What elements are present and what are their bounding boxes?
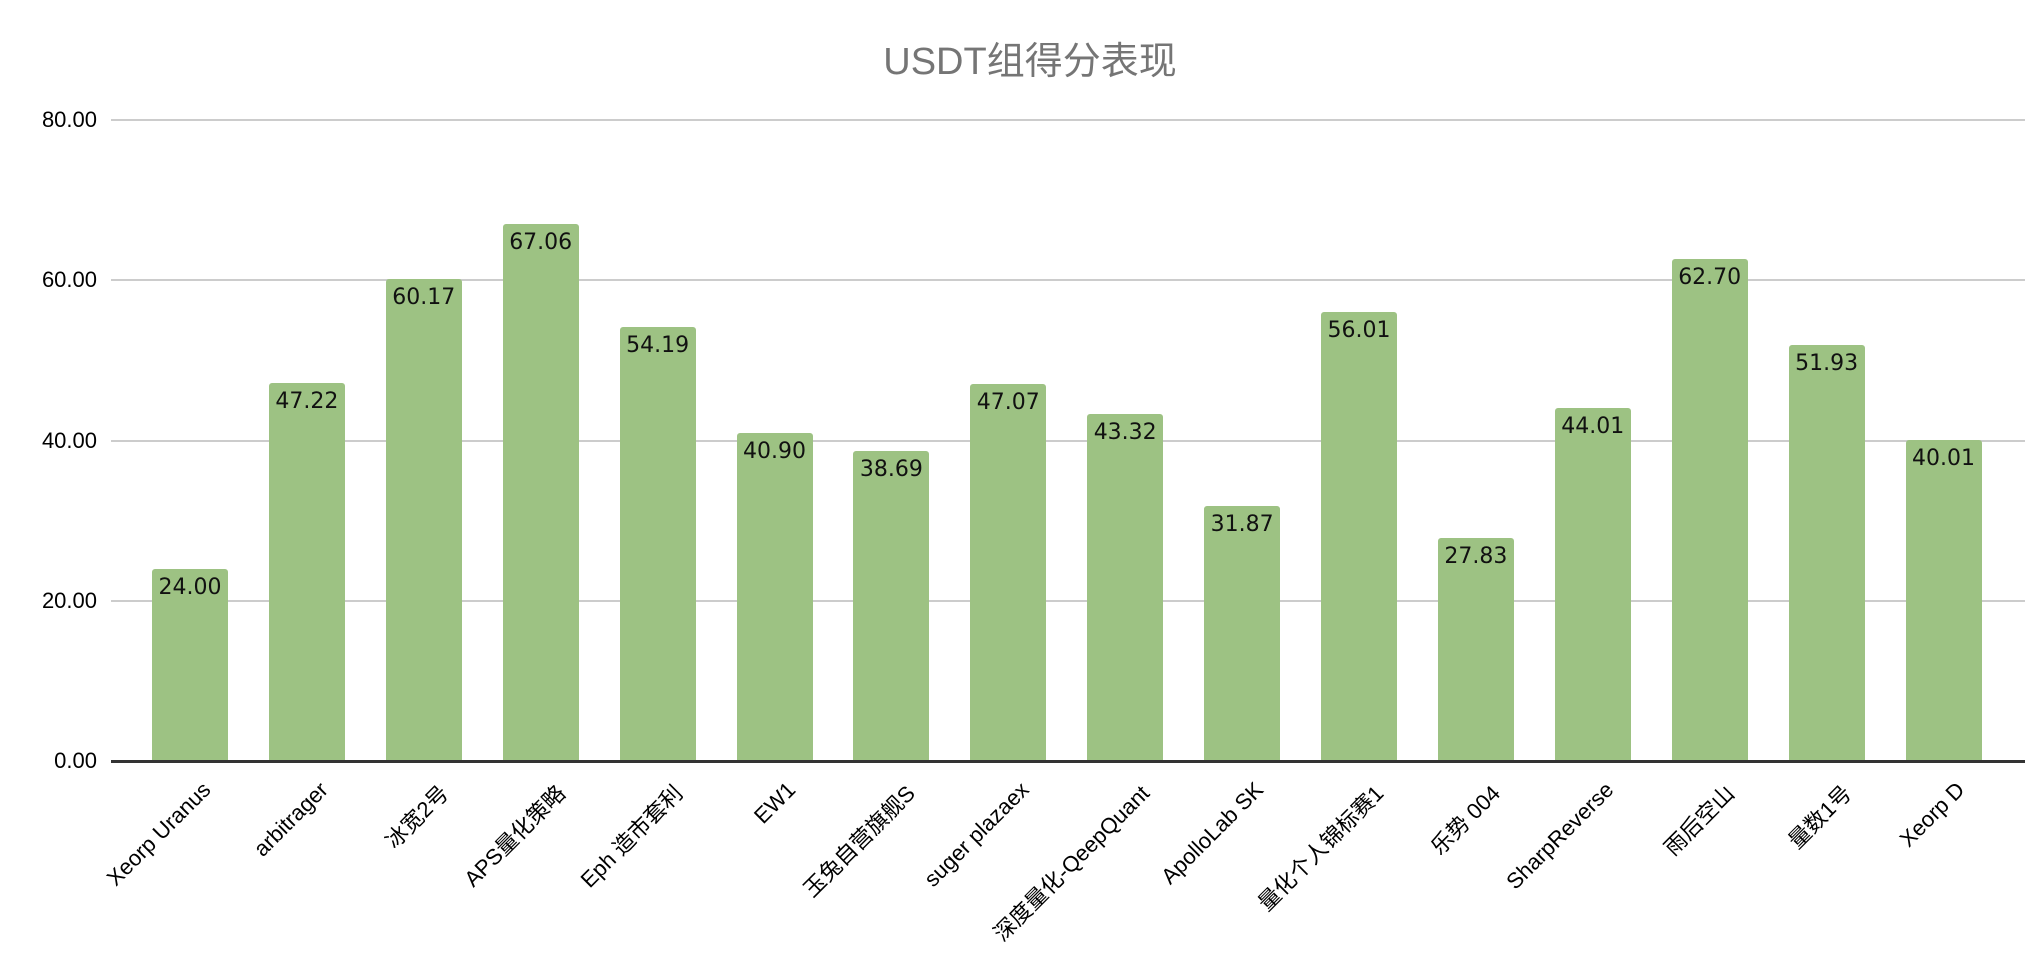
bar-value-label: 62.70 bbox=[1678, 264, 1742, 290]
bar-value-label: 60.17 bbox=[392, 284, 456, 310]
bar-value-label: 56.01 bbox=[1327, 318, 1391, 344]
bar[interactable]: 43.32 bbox=[1087, 413, 1164, 761]
x-axis-category-label: 玉兔自营旗舰S bbox=[798, 780, 921, 902]
bar[interactable]: 31.87 bbox=[1204, 505, 1281, 761]
bar-value-label: 44.01 bbox=[1561, 414, 1625, 440]
x-axis-category-label: Xeorp Uranus bbox=[101, 777, 216, 891]
bar[interactable]: 60.17 bbox=[385, 278, 462, 761]
bar-value-label: 31.87 bbox=[1210, 511, 1274, 537]
bar[interactable]: 54.19 bbox=[619, 326, 696, 761]
bar[interactable]: 38.69 bbox=[853, 450, 930, 761]
bar-value-label: 54.19 bbox=[626, 332, 690, 358]
bar[interactable]: 62.70 bbox=[1671, 258, 1748, 761]
x-axis-category-label: 冰宽2号 bbox=[380, 780, 454, 854]
bar-value-label: 40.90 bbox=[743, 439, 806, 465]
bar[interactable]: 51.93 bbox=[1788, 344, 1865, 761]
y-axis-tick-label: 40.00 bbox=[41, 427, 97, 453]
gridline bbox=[111, 599, 2025, 602]
x-axis-baseline bbox=[111, 760, 2025, 763]
x-axis-category-label: 雨后空山 bbox=[1659, 780, 1739, 861]
bar[interactable]: 47.07 bbox=[970, 383, 1047, 761]
chart-title: USDT组得分表现 bbox=[883, 41, 1177, 83]
bar[interactable]: 47.22 bbox=[268, 382, 345, 761]
x-axis-category-label: APS量化策略 bbox=[458, 780, 570, 892]
bar-value-label: 40.01 bbox=[1912, 446, 1975, 472]
bar-value-label: 24.00 bbox=[158, 574, 222, 600]
x-axis-category-label: arbitrager bbox=[248, 777, 333, 862]
bar-value-label: 47.07 bbox=[976, 389, 1040, 415]
x-axis-category-label: 量化个人锦标赛1 bbox=[1253, 780, 1389, 916]
bar[interactable]: 56.01 bbox=[1321, 312, 1397, 761]
y-axis-tick-label: 80.00 bbox=[41, 107, 97, 132]
bar[interactable]: 24.00 bbox=[152, 568, 228, 761]
gridline bbox=[111, 279, 2025, 282]
bar-value-label: 67.06 bbox=[509, 229, 573, 255]
bar-value-label: 38.69 bbox=[859, 456, 923, 482]
y-axis-tick-label: 60.00 bbox=[41, 267, 97, 293]
y-axis-tick-label: 20.00 bbox=[41, 587, 97, 613]
gridline bbox=[111, 439, 2025, 442]
bar-value-label: 27.83 bbox=[1444, 544, 1508, 569]
bar-value-label: 47.22 bbox=[275, 388, 339, 414]
x-axis-category-label: EW1 bbox=[748, 777, 800, 829]
bar-value-label: 51.93 bbox=[1795, 350, 1859, 376]
y-axis-tick-label: 0.00 bbox=[54, 748, 97, 773]
x-axis-category-label: suger plazaex bbox=[919, 777, 1034, 892]
x-axis-category-label: 量数1号 bbox=[1783, 780, 1857, 854]
x-axis-category-label: Xeorp D bbox=[1894, 777, 1969, 852]
x-axis-category-label: Eph 造市套利 bbox=[575, 780, 688, 893]
x-axis-category-label: SharpReverse bbox=[1500, 777, 1619, 895]
x-axis-category-label: ApolloLab SK bbox=[1156, 777, 1269, 889]
x-axis-category-label: 乐势 004 bbox=[1425, 780, 1505, 860]
bar[interactable]: 44.01 bbox=[1554, 408, 1631, 761]
bar[interactable]: 40.01 bbox=[1905, 440, 1982, 761]
bar[interactable]: 27.83 bbox=[1437, 538, 1514, 761]
gridline bbox=[111, 119, 2025, 121]
bar-value-label: 43.32 bbox=[1093, 419, 1157, 445]
bar[interactable]: 40.90 bbox=[736, 433, 813, 761]
bar[interactable]: 67.06 bbox=[502, 223, 579, 761]
